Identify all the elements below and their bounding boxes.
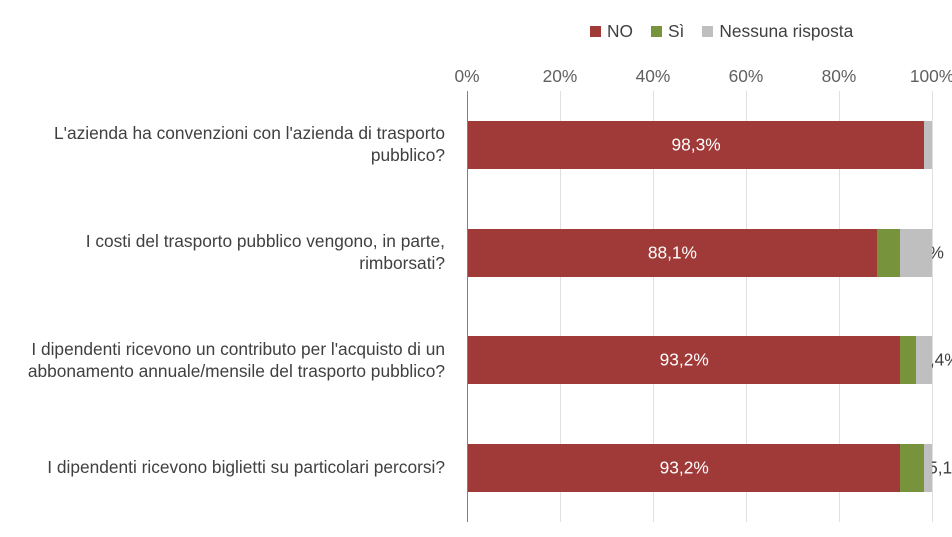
bar-segment-no: 93,2% (468, 336, 900, 384)
bar-segment-nr (924, 444, 932, 492)
bar-row: 98,3% (468, 121, 932, 169)
bar-segment-nr (900, 229, 932, 277)
bar-value-label: 98,3% (671, 134, 720, 155)
x-axis-tick-label: 40% (636, 66, 671, 87)
bar-row: 93,2% 3,4% (468, 336, 932, 384)
y-axis-line (467, 91, 468, 522)
legend-swatch (651, 26, 662, 37)
category-label: I costi del trasporto pubblico vengono, … (0, 231, 445, 274)
legend-label: Nessuna risposta (719, 21, 853, 42)
legend-item: NO (590, 21, 633, 42)
category-label: L'azienda ha convenzioni con l'azienda d… (0, 123, 445, 166)
bar-value-label: 93,2% (660, 458, 709, 479)
x-axis-tick-label: 100% (910, 66, 952, 87)
bar-row: 88,1% 5,1% (468, 229, 932, 277)
survey-stacked-bar-chart: NOSìNessuna risposta 0%20%40%60%80%100% … (0, 0, 952, 537)
x-axis-tick-label: 60% (729, 66, 764, 87)
bar-segment-no: 98,3% (468, 121, 924, 169)
bar-segment-no: 93,2% (468, 444, 900, 492)
category-label: I dipendenti ricevono un contributo per … (0, 339, 445, 382)
x-axis-tick-label: 0% (454, 66, 479, 87)
legend-label: NO (607, 21, 633, 42)
bar-segment-no: 88,1% (468, 229, 877, 277)
bar-segment-nr (924, 121, 932, 169)
legend-label: Sì (668, 21, 684, 42)
category-label: I dipendenti ricevono biglietti su parti… (0, 457, 445, 479)
bar-segment-si: 5,1% (877, 229, 901, 277)
x-axis-tick-label: 20% (543, 66, 578, 87)
bar-value-label: 93,2% (660, 350, 709, 371)
bar-row: 93,2% 5,1% (468, 444, 932, 492)
legend-swatch (702, 26, 713, 37)
chart-legend: NO Sì Nessuna risposta (590, 21, 853, 42)
bar-segment-nr (916, 336, 932, 384)
bar-segment-si: 3,4% (900, 336, 916, 384)
legend-swatch (590, 26, 601, 37)
legend-item: Nessuna risposta (702, 21, 853, 42)
x-axis-tick-label: 80% (822, 66, 857, 87)
bar-segment-si: 5,1% (900, 444, 924, 492)
legend-item: Sì (651, 21, 684, 42)
bar-value-label: 88,1% (648, 242, 697, 263)
